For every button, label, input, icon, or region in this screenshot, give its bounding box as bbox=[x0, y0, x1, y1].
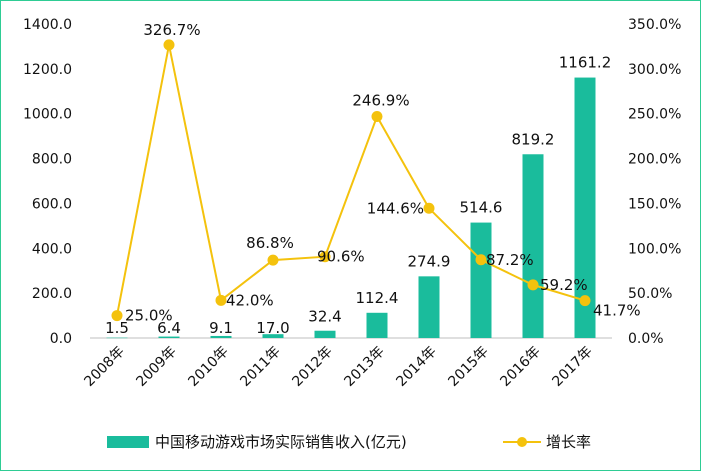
bar bbox=[262, 334, 284, 338]
x-axis-labels: 2008年 2009年 2010年 2011年 2012年 2013年 2014年 2015年… bbox=[81, 344, 595, 390]
bar-value-labels: 1.5 6.4 9.1 17.0 32.4 112.4 274.9 514.6 819.2 116… bbox=[105, 54, 611, 337]
growth-value-label: 87.2% bbox=[486, 251, 534, 269]
growth-point bbox=[371, 110, 383, 122]
bar bbox=[574, 77, 596, 339]
growth-point bbox=[319, 251, 331, 263]
growth-value-label: 41.7% bbox=[593, 302, 641, 320]
right-tick-label: 0.0% bbox=[628, 331, 664, 347]
bar bbox=[106, 337, 128, 339]
bar bbox=[522, 154, 544, 338]
growth-point bbox=[267, 254, 279, 266]
line-series bbox=[111, 39, 591, 322]
growth-point bbox=[215, 294, 227, 306]
bar-value-label: 819.2 bbox=[512, 130, 555, 148]
left-tick-label: 0.0 bbox=[50, 331, 72, 347]
growth-value-label: 25.0% bbox=[125, 307, 173, 325]
growth-point bbox=[423, 202, 435, 214]
right-tick-label: 150.0% bbox=[628, 196, 681, 212]
bar-value-label: 32.4 bbox=[308, 308, 341, 326]
left-tick-label: 1200.0 bbox=[23, 62, 72, 78]
x-tick-label: 2012年 bbox=[289, 344, 335, 390]
bar bbox=[314, 330, 336, 338]
left-tick-label: 200.0 bbox=[32, 286, 72, 302]
growth-point bbox=[163, 39, 175, 51]
bar-series bbox=[106, 77, 596, 339]
bar bbox=[366, 312, 388, 338]
bar bbox=[210, 335, 232, 338]
bar-value-label: 112.4 bbox=[356, 289, 399, 307]
left-tick-label: 1400.0 bbox=[23, 17, 72, 33]
growth-value-label: 144.6% bbox=[367, 199, 424, 217]
left-axis-ticks: 0.0 200.0 400.0 600.0 800.0 1000.0 1200.0 1400.… bbox=[23, 17, 72, 347]
x-tick-label: 2008年 bbox=[81, 344, 127, 390]
growth-value-label: 42.0% bbox=[226, 291, 274, 309]
right-tick-label: 200.0% bbox=[628, 152, 681, 168]
growth-value-label: 86.8% bbox=[246, 234, 294, 252]
growth-point bbox=[579, 295, 591, 307]
x-tick-label: 2010年 bbox=[185, 344, 231, 390]
x-tick-label: 2013年 bbox=[341, 344, 387, 390]
bar-value-label: 9.1 bbox=[209, 319, 233, 337]
x-tick-label: 2009年 bbox=[133, 344, 179, 390]
bar-value-label: 1.5 bbox=[105, 319, 129, 337]
right-axis-ticks: 0.0% 50.0% 100.0% 150.0% 200.0% 250.0% 300.0% 3… bbox=[628, 17, 681, 347]
bar-value-label: 17.0 bbox=[256, 319, 289, 337]
left-tick-label: 600.0 bbox=[32, 196, 72, 212]
legend-bar-label: 中国移动游戏市场实际销售收入(亿元) bbox=[155, 433, 407, 451]
growth-point bbox=[475, 254, 487, 266]
right-tick-label: 100.0% bbox=[628, 241, 681, 257]
growth-point bbox=[527, 279, 539, 291]
x-tick-label: 2014年 bbox=[393, 344, 439, 390]
growth-value-label: 90.6% bbox=[317, 248, 365, 266]
x-tick-label: 2016年 bbox=[497, 344, 543, 390]
right-tick-label: 50.0% bbox=[628, 286, 672, 302]
legend-line-label: 增长率 bbox=[546, 433, 591, 451]
legend-bar-swatch bbox=[107, 436, 149, 448]
bar-value-label: 6.4 bbox=[157, 319, 181, 337]
x-tick-label: 2011年 bbox=[237, 344, 283, 390]
growth-point bbox=[111, 310, 123, 322]
bar bbox=[470, 222, 492, 338]
left-tick-label: 800.0 bbox=[32, 152, 72, 168]
bar bbox=[158, 336, 180, 338]
left-tick-label: 1000.0 bbox=[23, 107, 72, 123]
legend-line-marker bbox=[517, 437, 527, 447]
growth-value-label: 326.7% bbox=[143, 21, 200, 39]
bar-value-label: 1161.2 bbox=[559, 54, 612, 72]
x-tick-label: 2015年 bbox=[445, 344, 491, 390]
bar-value-label: 274.9 bbox=[408, 252, 451, 270]
bar-value-label: 514.6 bbox=[460, 199, 503, 217]
growth-value-label: 59.2% bbox=[540, 276, 588, 294]
legend: 中国移动游戏市场实际销售收入(亿元) 增长率 bbox=[107, 433, 591, 451]
bar bbox=[418, 276, 440, 338]
x-tick-label: 2017年 bbox=[549, 344, 595, 390]
growth-line bbox=[116, 44, 586, 316]
right-tick-label: 300.0% bbox=[628, 62, 681, 78]
right-tick-label: 350.0% bbox=[628, 17, 681, 33]
growth-value-label: 246.9% bbox=[352, 91, 409, 109]
left-tick-label: 400.0 bbox=[32, 241, 72, 257]
line-value-labels: 25.0% 326.7% 42.0% 86.8% 90.6% 246.9% 144.6% 87… bbox=[125, 21, 641, 325]
right-tick-label: 250.0% bbox=[628, 107, 681, 123]
